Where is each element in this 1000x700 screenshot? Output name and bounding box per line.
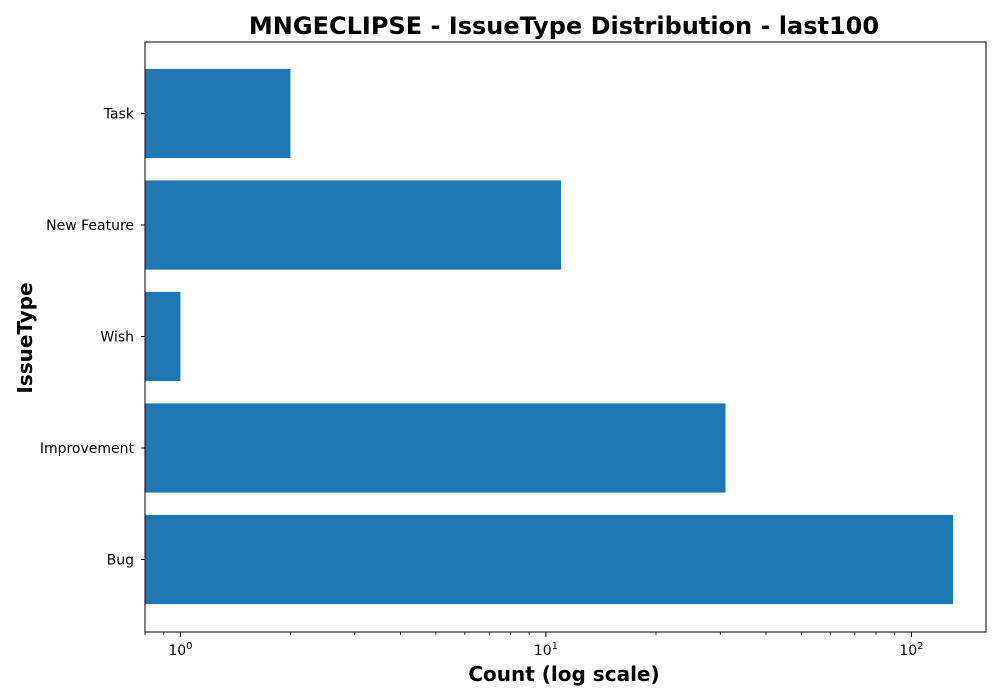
y-tick-label: Task [103, 107, 135, 123]
bars-group [145, 68, 954, 605]
x-tick-label: 100 [168, 641, 192, 659]
y-tick-label: Wish [100, 330, 134, 346]
x-tick-label: 102 [899, 641, 923, 659]
bar-bug [145, 514, 954, 605]
ticks-group: Bug Improvement Wish New Feature Task 100 101 1… [40, 107, 924, 660]
y-tick-label: New Feature [46, 218, 134, 234]
x-tick-label: 101 [534, 641, 558, 659]
chart-title: MNGECLIPSE - IssueType Distribution - la… [249, 12, 879, 40]
bar-task [145, 68, 291, 159]
x-axis-label: Count (log scale) [468, 662, 659, 686]
y-tick-label: Bug [107, 553, 134, 569]
y-tick-label: Improvement [40, 441, 135, 457]
bar-wish [145, 291, 181, 382]
y-axis-label: IssueType [13, 282, 37, 393]
plot-frame [144, 41, 987, 633]
bar-new-feature [145, 180, 562, 270]
bar-improvement [145, 403, 726, 493]
